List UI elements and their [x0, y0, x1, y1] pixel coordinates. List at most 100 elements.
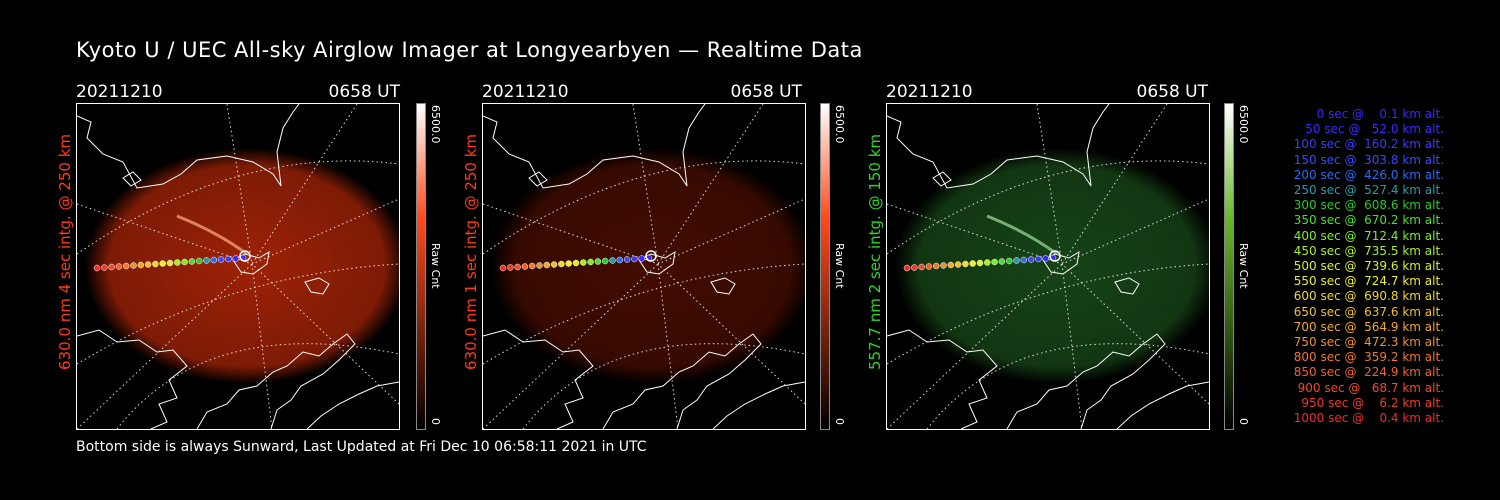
trajectory-dot	[507, 264, 514, 271]
legend-entry: 300 sec @ 608.6 km alt.	[1289, 198, 1444, 213]
coastline	[932, 171, 952, 187]
legend-entry: 350 sec @ 670.2 km alt.	[1289, 213, 1444, 228]
trajectory-dot	[181, 258, 188, 266]
coastline	[304, 277, 330, 295]
legend-entry: 150 sec @ 303.8 km alt.	[1289, 152, 1444, 167]
trajectory-dot	[225, 255, 232, 263]
aurora-arc	[986, 214, 1058, 256]
trajectory-dot	[144, 261, 152, 268]
trajectory-dot	[203, 257, 210, 264]
legend-entry: 750 sec @ 472.3 km alt.	[1289, 335, 1444, 350]
trajectory-dot	[954, 261, 962, 268]
trajectory-dot	[580, 259, 587, 266]
coastline	[483, 329, 594, 429]
panel-3-image	[886, 103, 1210, 430]
trajectory-legend: 0 sec @ 0.1 km alt. 50 sec @ 52.0 km alt…	[1258, 107, 1444, 426]
trajectory-dot	[565, 260, 572, 267]
coastline	[196, 333, 356, 429]
trajectory-dot	[976, 259, 984, 267]
panel-1-ylabel: 630.0 nm 4 sec intg. @ 250 km	[56, 133, 74, 370]
legend-entry: 400 sec @ 712.4 km alt.	[1289, 228, 1444, 243]
panel-1-image	[76, 103, 400, 430]
trajectory-dot	[166, 259, 174, 267]
legend-entry: 700 sec @ 564.9 km alt.	[1289, 319, 1444, 334]
coastline	[77, 104, 300, 189]
page-title: Kyoto U / UEC All-sky Airglow Imager at …	[76, 38, 863, 62]
panel-2-time: 0658 UT	[730, 82, 803, 102]
legend-entry: 650 sec @ 637.6 km alt.	[1289, 304, 1444, 319]
trajectory-dot	[572, 259, 580, 267]
trajectory-dot	[550, 261, 558, 268]
grid-line	[926, 343, 1209, 429]
panel-2-map	[483, 104, 805, 429]
coastline	[1116, 381, 1209, 429]
grid-line	[251, 104, 358, 265]
panel-1-cb-min: 0	[429, 418, 442, 425]
trajectory-dot	[638, 255, 645, 262]
coastline	[306, 381, 399, 429]
footer-note: Bottom side is always Sunward, Last Upda…	[76, 439, 647, 455]
trajectory-dot	[587, 258, 594, 266]
trajectory-dot	[925, 263, 933, 270]
coastline	[1114, 277, 1140, 295]
panel-1-time: 0658 UT	[328, 82, 401, 102]
coastline	[602, 333, 762, 429]
grid-line	[77, 160, 399, 255]
legend-entry: 200 sec @ 426.0 km alt.	[1289, 167, 1444, 182]
trajectory-dot	[101, 264, 108, 271]
panel-3-time: 0658 UT	[1136, 82, 1209, 102]
trajectory-dot	[543, 261, 551, 269]
allsky-image	[895, 148, 1209, 384]
trajectory-dot	[903, 264, 911, 272]
coastline	[710, 277, 736, 295]
station-marker	[1049, 250, 1061, 262]
coastline	[483, 104, 706, 189]
panel-3-date: 20211210	[886, 82, 973, 102]
trajectory-dot	[962, 260, 969, 268]
trajectory-dot	[195, 257, 203, 265]
legend-entry: 0 sec @ 0.1 km alt.	[1305, 107, 1444, 121]
legend-entry: 1000 sec @ 0.4 km alt.	[1293, 411, 1444, 426]
trajectory-dot	[217, 256, 225, 263]
trajectory-dot	[1005, 257, 1013, 265]
aurora-arc	[176, 214, 248, 256]
coastline	[1042, 251, 1080, 275]
trajectory-dot	[159, 260, 166, 267]
panel-2-colorbar	[820, 103, 830, 430]
trajectory-dot	[601, 257, 609, 265]
trajectory-dot	[631, 255, 638, 263]
trajectory-dot	[594, 258, 602, 265]
allsky-image	[85, 148, 399, 384]
panel-2-cb-max: 6500.0	[833, 105, 846, 144]
coastline	[887, 329, 998, 429]
panel-3-cb-min: 0	[1237, 418, 1250, 425]
trajectory-dot	[93, 264, 101, 272]
legend-entry: 250 sec @ 527.4 km alt.	[1289, 183, 1444, 198]
grid-line	[657, 104, 764, 265]
trajectory-dot	[991, 258, 998, 266]
trajectory-dot	[1027, 256, 1035, 263]
trajectory-dot	[521, 263, 529, 270]
panel-3-cb-max: 6500.0	[1237, 105, 1250, 144]
panel-2-image	[482, 103, 806, 430]
coastline	[887, 104, 1110, 189]
panel-3-ylabel: 557.7 nm 2 sec intg. @ 150 km	[866, 133, 884, 370]
trajectory-dot	[130, 262, 137, 269]
trajectory-dot	[1042, 255, 1049, 262]
legend-entry: 850 sec @ 224.9 km alt.	[1289, 365, 1444, 380]
panel-1-date: 20211210	[76, 82, 163, 102]
trajectory-dot	[558, 260, 565, 268]
legend-entry: 550 sec @ 724.7 km alt.	[1289, 274, 1444, 289]
trajectory-dot	[232, 255, 239, 262]
trajectory-dot	[918, 263, 925, 271]
trajectory-dot	[947, 261, 955, 269]
trajectory-dot	[1035, 255, 1042, 263]
trajectory-dot	[1020, 256, 1028, 264]
trajectory-dot	[122, 262, 130, 270]
trajectory-dot	[609, 257, 616, 264]
trajectory-dot	[499, 264, 507, 272]
grid-line	[522, 343, 805, 429]
grid-line	[1061, 104, 1168, 265]
trajectory-dot	[514, 263, 521, 271]
coastline	[77, 329, 188, 429]
